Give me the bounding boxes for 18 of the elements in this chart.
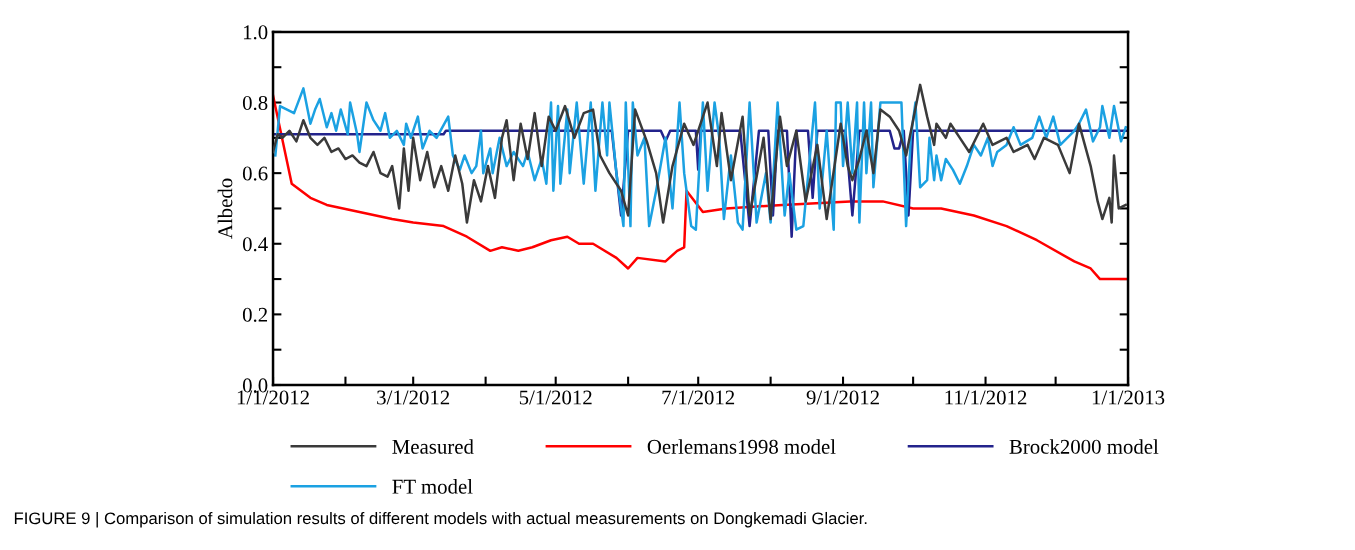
y-tick-label: 0.2 [242,307,268,322]
line-series [273,94,1129,281]
y-tick-label: 0.4 [242,237,268,252]
y-axis-title: Albedo [217,178,233,239]
x-tick-label: 7/1/2012 [662,390,735,405]
caption: FIGURE 9 | Comparison of simulation results of different models with actual measurements on Dongkemadi Glacier. [14,511,867,528]
x-tick-label: 1/1/2013 [1092,390,1165,405]
x-tick-label: 5/1/2012 [519,390,592,405]
x-tick-label: 9/1/2012 [806,390,879,405]
y-tick-label: 1.0 [243,25,268,40]
legend-label: Oerlemans1998 model [647,439,836,454]
y-tick-label: 0.6 [242,166,268,181]
x-tick-label: 3/1/2012 [377,390,450,405]
legend-label: Brock2000 model [1009,439,1159,454]
legend-label: FT model [392,479,473,494]
x-tick-label: 11/1/2012 [945,390,1027,405]
legend-label: Measured [392,439,474,454]
y-tick-label: 0.8 [242,95,268,111]
